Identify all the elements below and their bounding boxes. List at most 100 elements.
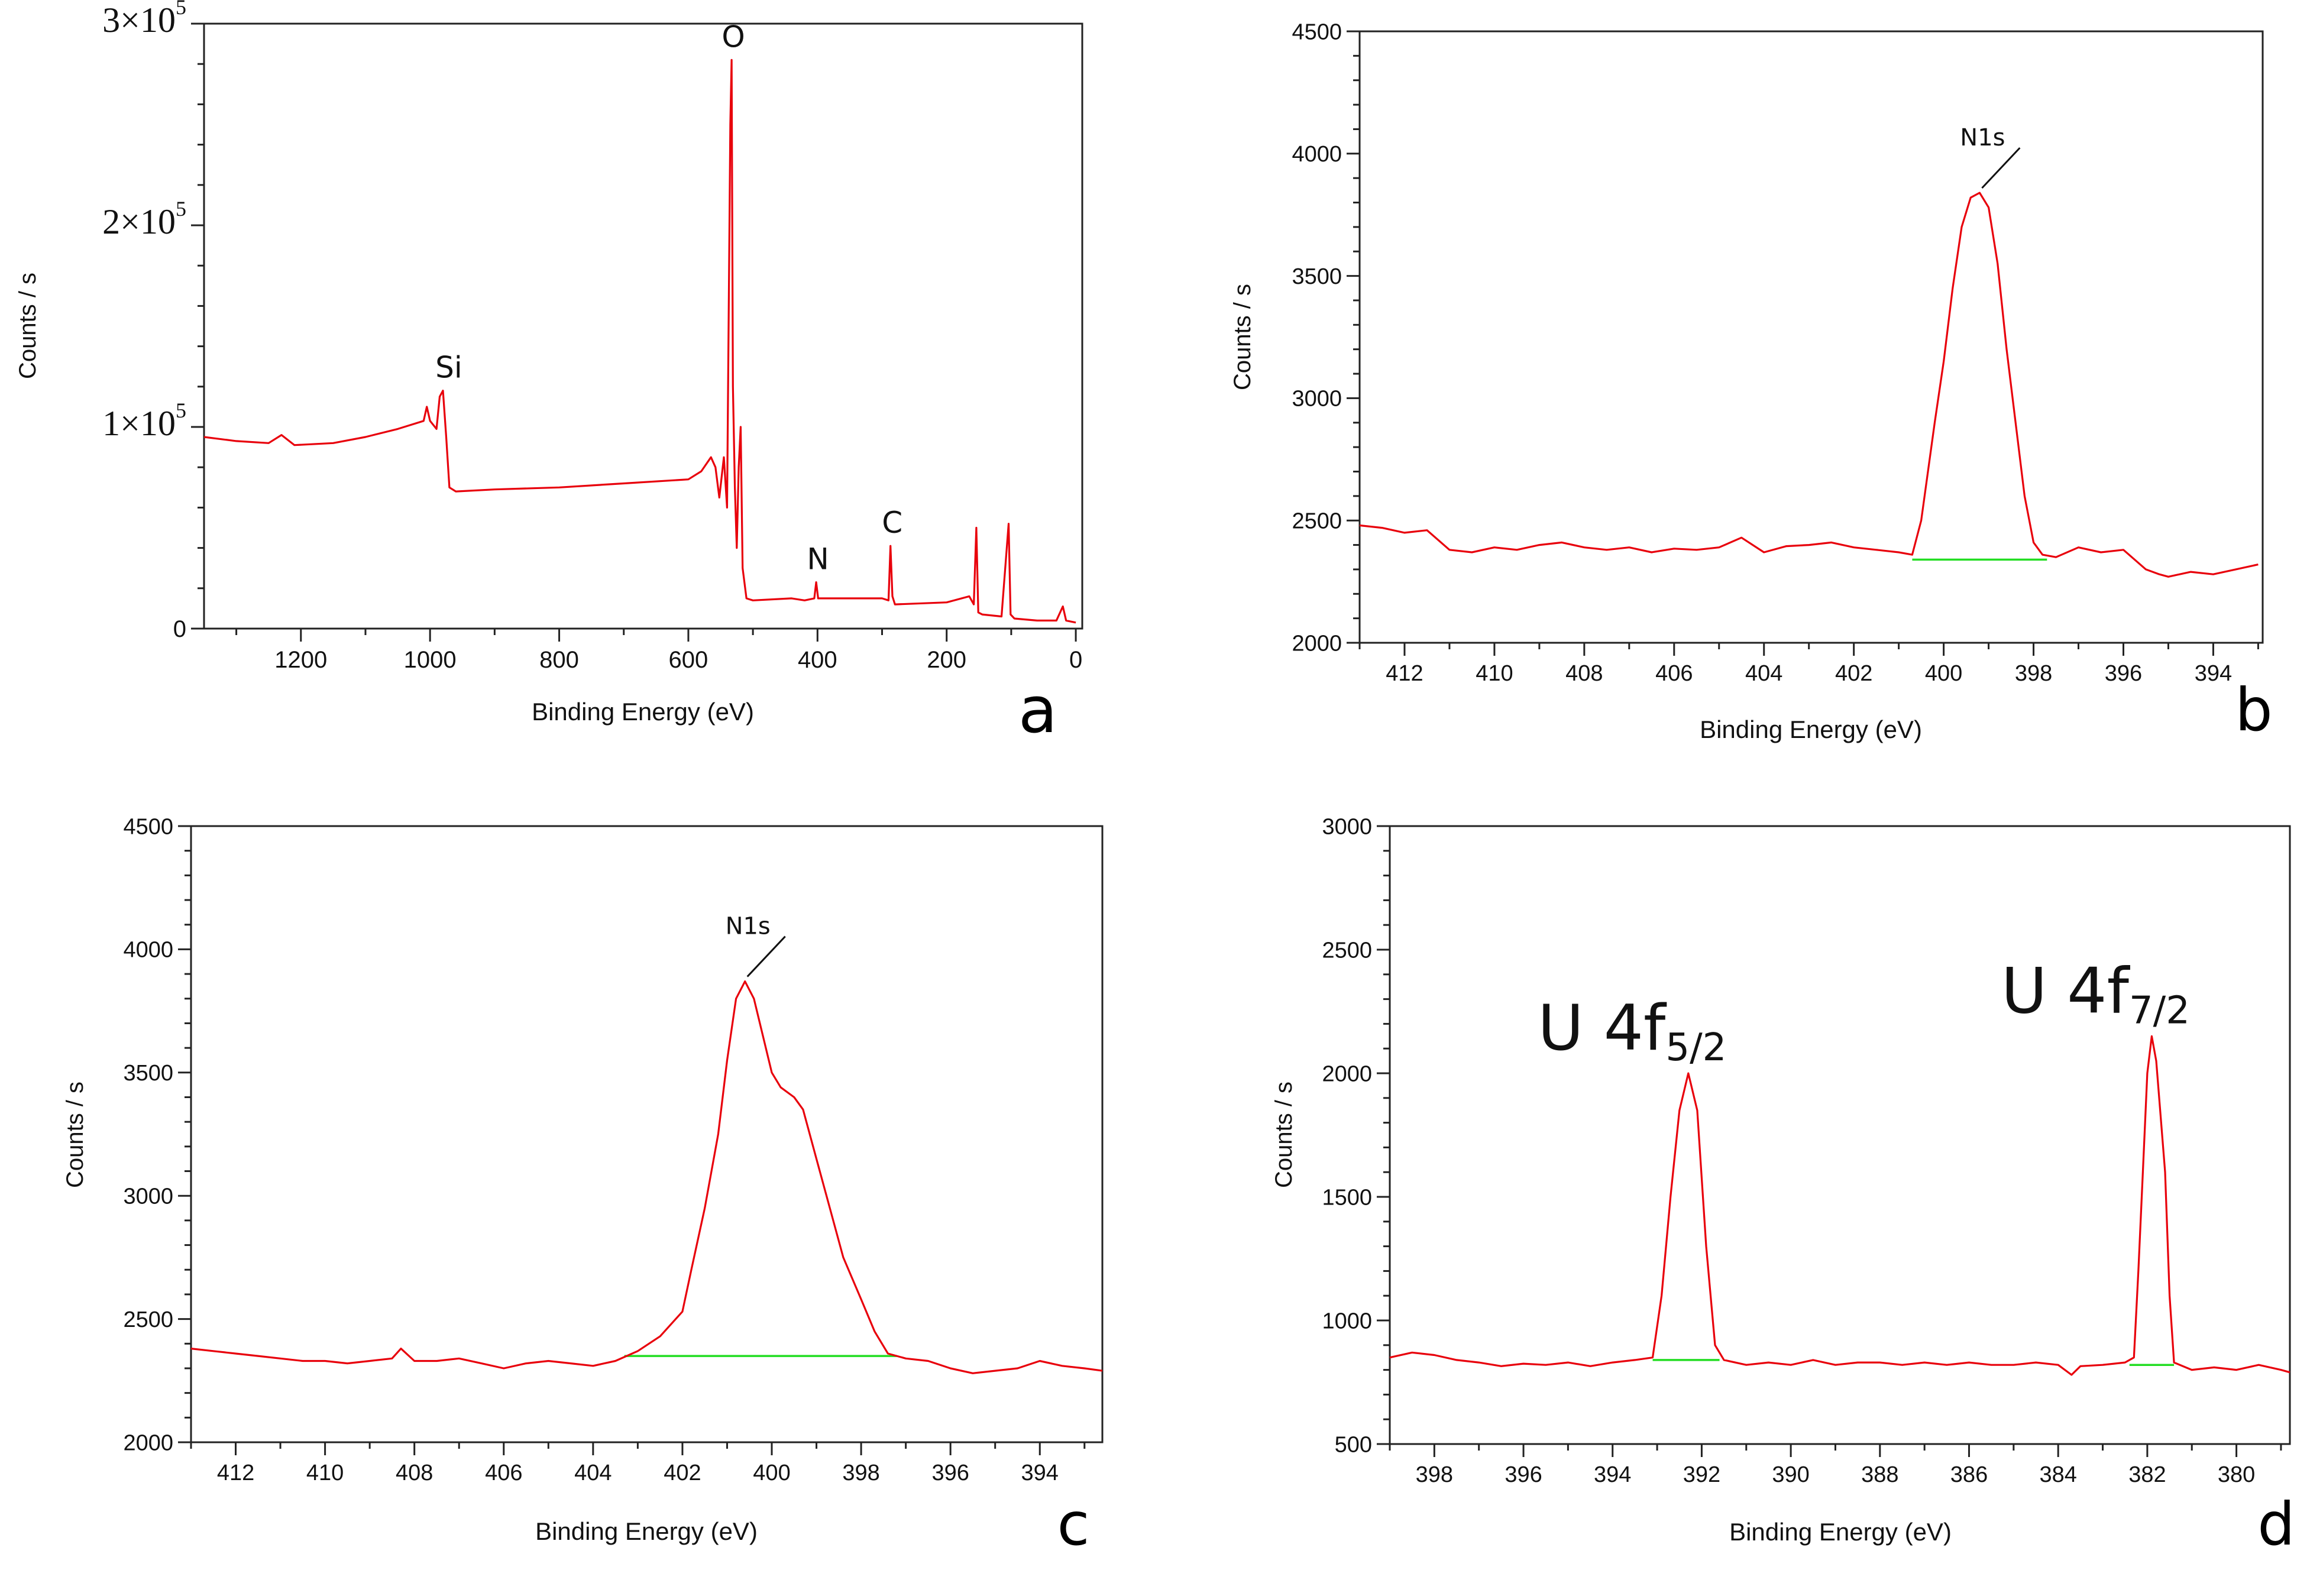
y-axis-label: Counts / s xyxy=(62,1082,88,1188)
plot-frame xyxy=(1358,30,2264,644)
y-tick-label: 3500 xyxy=(123,1061,173,1086)
panel-c: 2000 2500 3000 3500 4000 4500 412 410 408 406 404 4… xyxy=(0,798,1162,1596)
chart-d: 500 1000 1500 2000 2500 3000 398 396 394 392 390 38… xyxy=(1271,814,2295,1559)
x-tick-label: 396 xyxy=(1505,1462,1542,1487)
x-tick-label: 384 xyxy=(2039,1462,2076,1487)
chart-b: 2000 2500 3000 3500 4000 4500 412 410 408 406 404 4… xyxy=(1230,20,2273,744)
y-tick-label: 3500 xyxy=(1292,264,1342,289)
chart-a: 0 1×105 2×105 3×105 1200 1000 800 600 400 200 0 Cou… xyxy=(15,0,1083,747)
y-tick-label: 2000 xyxy=(1322,1061,1372,1086)
x-tick-label: 388 xyxy=(1861,1462,1898,1487)
x-tick-label: 396 xyxy=(931,1461,969,1485)
x-tick-label: 392 xyxy=(1683,1462,1720,1487)
x-tick-label: 394 xyxy=(1021,1461,1059,1485)
y-tick-label: 3000 xyxy=(123,1184,173,1209)
panel-label: a xyxy=(1018,674,1057,747)
y-tick-label: 1500 xyxy=(1322,1185,1372,1210)
x-tick-label: 394 xyxy=(1594,1462,1631,1487)
panel-label: b xyxy=(2235,675,2272,744)
panel-label: d xyxy=(2257,1490,2295,1559)
x-tick-label: 402 xyxy=(1835,661,1872,686)
peak-label-subscript: 7/2 xyxy=(2129,989,2190,1032)
spectrum-line xyxy=(190,980,1103,1374)
x-tick-label: 380 xyxy=(2218,1462,2255,1487)
x-tick-label: 410 xyxy=(1476,661,1513,686)
y-tick-label: 1×105 xyxy=(102,399,186,443)
x-tick-label: 400 xyxy=(798,647,837,673)
y-tick-label: 4000 xyxy=(1292,142,1342,167)
y-tick-label: 2000 xyxy=(123,1430,173,1455)
x-axis-label: Binding Energy (eV) xyxy=(1700,716,1922,743)
annotation-leader xyxy=(746,935,786,977)
panel-b: 2000 2500 3000 3500 4000 4500 412 410 408 406 404 4… xyxy=(1162,0,2323,798)
peak-label: U 4f5/2 xyxy=(1538,992,1726,1070)
panel-label: c xyxy=(1057,1490,1090,1559)
plot-frame xyxy=(1389,825,2291,1445)
x-tick-label: 408 xyxy=(1565,661,1603,686)
spectrum-line xyxy=(1359,192,2259,578)
x-tick-label: 200 xyxy=(927,647,966,673)
x-tick-label: 406 xyxy=(485,1461,522,1485)
x-tick-label: 1200 xyxy=(274,647,327,673)
x-tick-label: 402 xyxy=(664,1461,701,1485)
y-tick-exponent: 5 xyxy=(176,399,186,422)
y-tick-exponent: 5 xyxy=(176,197,186,221)
x-tick-label: 404 xyxy=(1745,661,1782,686)
y-tick-label: 4000 xyxy=(123,938,173,963)
peak-label: N xyxy=(807,542,829,577)
y-tick-label: 2×105 xyxy=(102,197,186,241)
peak-label: U 4f7/2 xyxy=(2001,954,2190,1032)
x-tick-label: 408 xyxy=(396,1461,433,1485)
y-axis-label: Counts / s xyxy=(1230,284,1256,390)
y-tick-label: 2500 xyxy=(123,1307,173,1332)
x-tick-label: 800 xyxy=(539,647,579,673)
y-tick-label: 3×105 xyxy=(102,0,186,40)
plot-frame xyxy=(203,22,1083,630)
spectrum-line xyxy=(1389,1035,2290,1376)
peak-label-subscript: 5/2 xyxy=(1665,1026,1726,1070)
y-tick-label: 2500 xyxy=(1322,938,1372,963)
peak-label: N1s xyxy=(1960,124,2005,151)
x-tick-label: 382 xyxy=(2128,1462,2166,1487)
y-tick-label: 0 xyxy=(173,616,186,642)
peak-label: O xyxy=(722,20,745,54)
peak-label: C xyxy=(882,506,902,540)
x-tick-label: 1000 xyxy=(404,647,457,673)
x-tick-label: 0 xyxy=(1069,647,1082,673)
x-tick-label: 600 xyxy=(669,647,708,673)
x-tick-label: 396 xyxy=(2105,661,2142,686)
x-tick-label: 386 xyxy=(1950,1462,1988,1487)
x-tick-label: 398 xyxy=(842,1461,879,1485)
y-tick-label: 500 xyxy=(1335,1432,1372,1457)
x-tick-label: 394 xyxy=(2195,661,2232,686)
panel-d: 500 1000 1500 2000 2500 3000 398 396 394 392 390 38… xyxy=(1162,798,2323,1596)
x-tick-label: 406 xyxy=(1655,661,1693,686)
annotation-leader xyxy=(1981,147,2021,189)
x-tick-label: 400 xyxy=(1925,661,1962,686)
peak-label: N1s xyxy=(726,913,771,940)
y-tick-label: 3000 xyxy=(1292,387,1342,412)
x-tick-label: 390 xyxy=(1772,1462,1809,1487)
x-tick-label: 400 xyxy=(753,1461,790,1485)
y-axis-label: Counts / s xyxy=(1271,1082,1297,1188)
x-axis-label: Binding Energy (eV) xyxy=(535,1517,758,1545)
y-tick-label: 4500 xyxy=(1292,20,1342,44)
x-tick-label: 410 xyxy=(306,1461,344,1485)
x-tick-label: 412 xyxy=(217,1461,254,1485)
x-tick-label: 404 xyxy=(574,1461,612,1485)
spectrum-line xyxy=(203,59,1076,624)
plot-frame xyxy=(190,825,1104,1443)
y-tick-exponent: 5 xyxy=(176,0,186,19)
x-tick-label: 398 xyxy=(1416,1462,1453,1487)
y-axis-label: Counts / s xyxy=(15,273,41,379)
y-tick-label: 3000 xyxy=(1322,814,1372,839)
x-tick-label: 398 xyxy=(2015,661,2052,686)
chart-c: 2000 2500 3000 3500 4000 4500 412 410 408 406 404 4… xyxy=(62,814,1104,1559)
x-axis-label: Binding Energy (eV) xyxy=(532,698,754,726)
panel-a: 0 1×105 2×105 3×105 1200 1000 800 600 400 200 0 Cou… xyxy=(0,0,1162,798)
y-tick-label: 2500 xyxy=(1292,509,1342,534)
x-tick-label: 412 xyxy=(1386,661,1423,686)
y-tick-label: 4500 xyxy=(123,814,173,839)
x-axis-label: Binding Energy (eV) xyxy=(1729,1518,1952,1546)
peak-label: Si xyxy=(435,351,462,385)
